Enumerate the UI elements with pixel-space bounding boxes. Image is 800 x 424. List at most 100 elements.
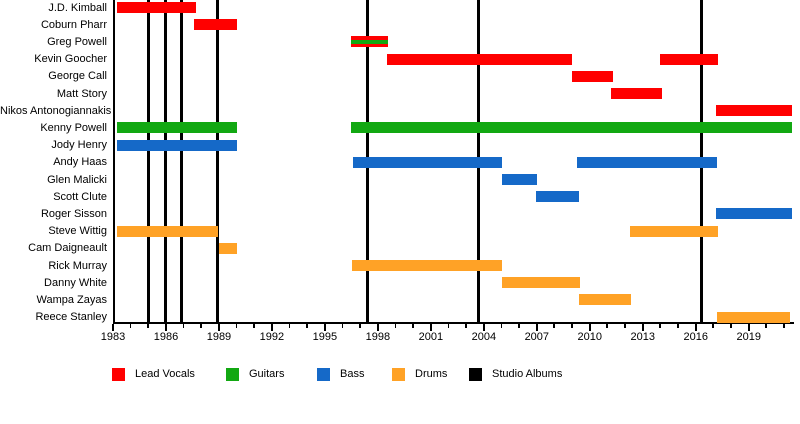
major-tick: [641, 324, 644, 331]
studio-album-line: [163, 0, 167, 322]
member-name-label: Rick Murray: [48, 259, 107, 272]
major-tick: [588, 324, 591, 331]
legend-item: Studio Albums: [469, 368, 562, 381]
minor-tick: [253, 324, 255, 328]
minor-tick: [518, 324, 520, 328]
tenure-bar-bass: [716, 208, 792, 220]
x-axis-baseline: [113, 322, 794, 324]
minor-tick: [182, 324, 185, 328]
major-tick: [217, 324, 220, 331]
tenure-bar-drums: [579, 294, 632, 306]
member-name-label: Jody Henry: [51, 139, 107, 152]
minor-tick: [129, 324, 132, 328]
x-axis-year-label: 2013: [630, 331, 655, 343]
member-name-label: J.D. Kimball: [48, 1, 107, 14]
minor-tick: [447, 324, 450, 328]
major-tick: [323, 324, 326, 331]
minor-tick: [765, 324, 767, 328]
minor-tick: [359, 324, 361, 328]
minor-tick: [712, 324, 714, 328]
major-tick: [694, 324, 697, 331]
minor-tick: [412, 324, 414, 328]
member-name-label: Matt Story: [56, 87, 107, 100]
x-axis-year-label: 2019: [736, 331, 761, 343]
legend-swatch-drums: [392, 368, 405, 381]
major-tick: [429, 324, 432, 331]
tenure-bar-lead-vocals: [572, 70, 613, 82]
minor-tick: [200, 324, 202, 328]
minor-tick: [606, 324, 609, 328]
minor-tick: [659, 324, 662, 328]
tenure-bar-guitars: [351, 122, 792, 134]
x-axis-year-label: 1995: [312, 331, 338, 343]
x-axis-year-label: 1992: [259, 331, 285, 343]
tenure-bar-drums: [629, 225, 718, 237]
minor-tick: [394, 324, 397, 328]
major-tick: [112, 324, 114, 331]
member-name-label: Glen Malicki: [47, 173, 107, 186]
legend-swatch-studio-albums: [469, 368, 482, 381]
x-axis-year-label: 2001: [418, 331, 444, 343]
member-name-label: Kevin Goocher: [34, 53, 107, 66]
minor-tick: [783, 324, 785, 328]
member-name-label: Nikos Antonogiannakis: [0, 104, 112, 117]
member-name-label: Coburn Pharr: [40, 18, 107, 31]
x-axis-year-label: 1998: [365, 331, 391, 343]
x-axis-year-label: 2016: [683, 331, 708, 343]
major-tick: [535, 324, 538, 331]
legend-label: Drums: [415, 368, 448, 380]
tenure-bar-bass: [116, 139, 237, 151]
minor-tick: [571, 324, 573, 328]
legend-item: Guitars: [226, 368, 284, 381]
legend-swatch-bass: [317, 368, 330, 381]
tenure-bar-bass: [535, 191, 580, 203]
minor-tick: [500, 324, 503, 328]
x-axis-year-label: 1983: [100, 331, 126, 343]
member-name-label: Reece Stanley: [35, 311, 107, 324]
member-name-label: Wampa Zayas: [36, 293, 107, 306]
tenure-bar-lead-vocals: [351, 36, 389, 48]
minor-tick: [288, 324, 291, 328]
major-tick: [270, 324, 273, 331]
legend-item: Bass: [317, 368, 364, 381]
x-axis-year-label: 2007: [524, 331, 550, 343]
member-name-label: Danny White: [44, 276, 107, 289]
minor-tick: [465, 324, 467, 328]
tenure-bar-bass: [577, 156, 717, 168]
studio-album-line: [146, 0, 150, 322]
tenure-bar-lead-vocals: [716, 105, 792, 117]
member-name-label: Roger Sisson: [40, 207, 107, 220]
tenure-bar-bass: [501, 174, 537, 185]
legend-label: Bass: [340, 368, 365, 380]
major-tick: [376, 324, 379, 331]
member-name-label: Greg Powell: [47, 35, 107, 48]
x-axis-year-label: 2010: [577, 331, 603, 343]
secondary-role-stripe: [351, 39, 389, 44]
x-axis-year-label: 2004: [471, 331, 497, 343]
tenure-bar-lead-vocals: [660, 53, 718, 65]
tenure-bar-drums: [218, 242, 237, 254]
tenure-bar-lead-vocals: [194, 19, 237, 31]
legend-label: Guitars: [249, 368, 285, 380]
minor-tick: [306, 324, 308, 328]
legend-label: Lead Vocals: [135, 368, 195, 380]
minor-tick: [553, 324, 556, 328]
major-tick: [164, 324, 167, 331]
y-axis-spine: [113, 0, 115, 324]
tenure-bar-lead-vocals: [386, 53, 573, 65]
studio-album-line: [180, 0, 184, 322]
major-tick: [747, 324, 750, 331]
minor-tick: [235, 324, 238, 328]
x-axis-year-label: 1989: [206, 331, 232, 343]
legend-item: Lead Vocals: [112, 368, 195, 381]
tenure-bar-lead-vocals: [610, 88, 663, 99]
minor-tick: [624, 324, 626, 328]
studio-album-line: [215, 0, 219, 322]
minor-tick: [341, 324, 344, 328]
tenure-bar-drums: [501, 277, 581, 289]
minor-tick: [730, 324, 732, 328]
tenure-bar-guitars: [116, 122, 237, 134]
tenure-bar-drums: [352, 260, 503, 271]
minor-tick: [147, 324, 149, 328]
